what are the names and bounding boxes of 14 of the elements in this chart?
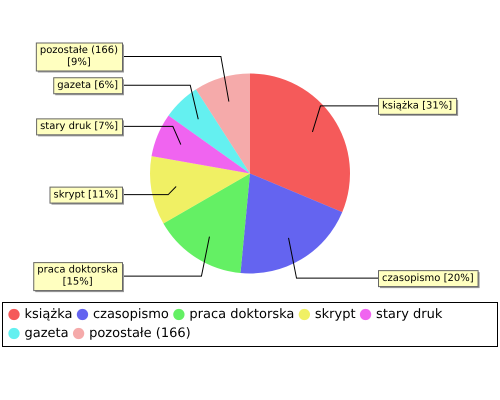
legend-label: stary druk — [376, 306, 443, 322]
data-label: stary druk [7%] — [40, 120, 118, 132]
legend-label: gazeta — [24, 326, 69, 341]
legend-label: czasopismo — [92, 306, 169, 322]
data-label: praca doktorska [15%] — [37, 264, 118, 288]
data-label: czasopismo [20%] — [382, 272, 474, 284]
data-label: gazeta [6%] — [57, 80, 118, 91]
data-label: pozostałe (166) [9%] — [40, 45, 118, 68]
legend-label: pozostałe (166) — [89, 326, 191, 341]
legend-label: książka — [24, 306, 72, 322]
legend-label: skrypt — [314, 306, 356, 322]
legend-label: praca doktorska — [189, 306, 294, 322]
data-label: książka [31%] — [382, 100, 452, 112]
data-label: skrypt [11%] — [53, 189, 118, 200]
